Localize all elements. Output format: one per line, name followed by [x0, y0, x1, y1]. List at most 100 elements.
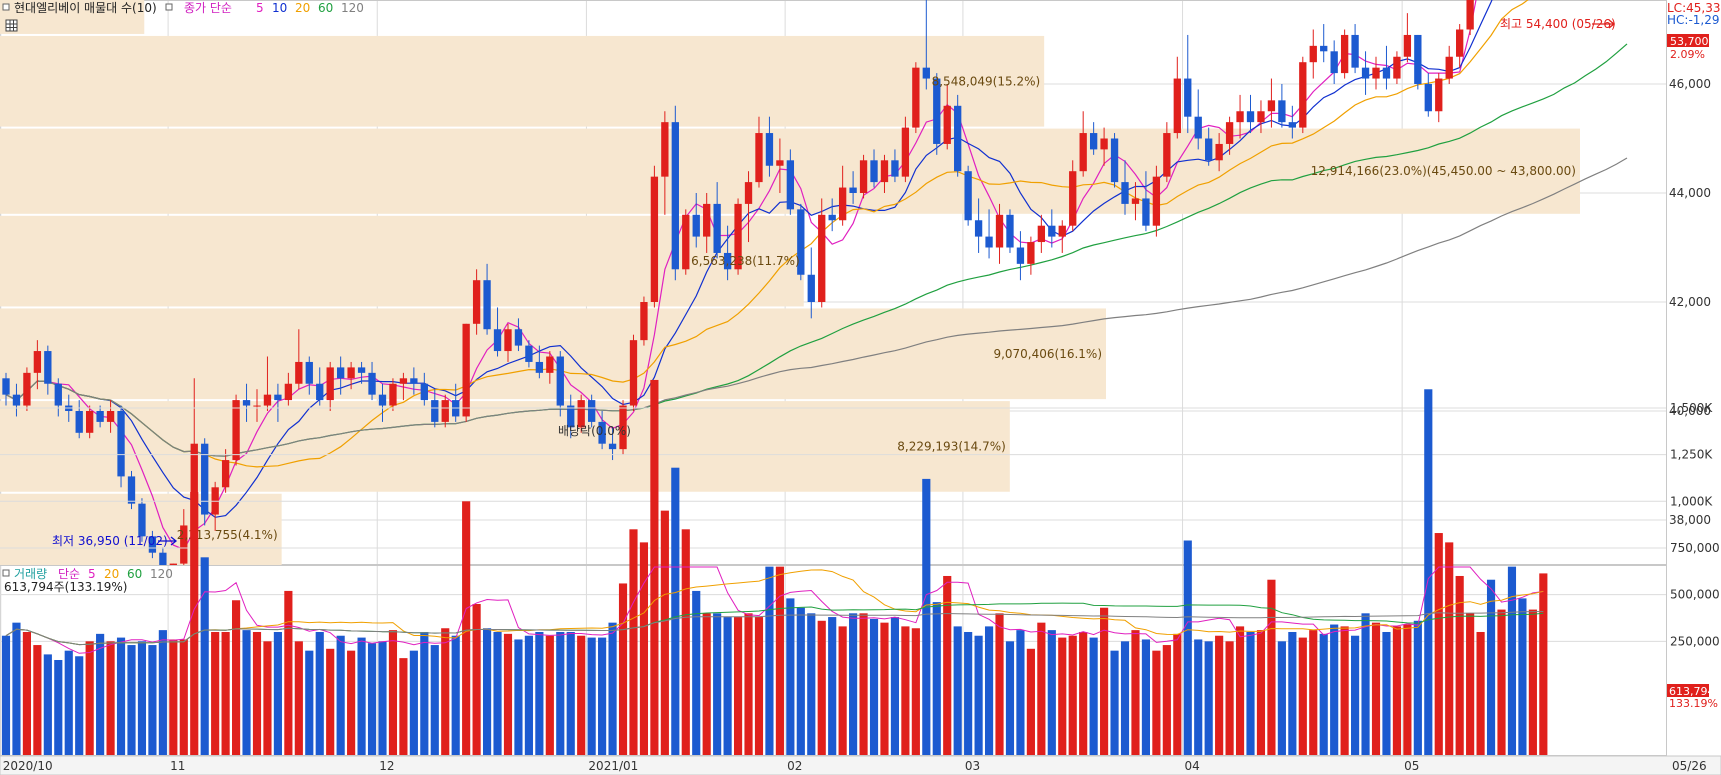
- volume-bar: [880, 622, 889, 755]
- volume-bar: [796, 607, 805, 755]
- candle-body: [1184, 78, 1192, 117]
- volume-bar: [1277, 641, 1286, 755]
- candle-body: [755, 133, 763, 183]
- volume-bar: [148, 645, 157, 755]
- volume-bar: [535, 631, 544, 755]
- candle-body: [12, 394, 21, 406]
- volume-bar: [75, 656, 84, 755]
- volume-bar: [932, 602, 941, 755]
- candle-body: [964, 171, 972, 221]
- volume-bar: [1120, 641, 1130, 755]
- settings-icon[interactable]: [165, 3, 173, 11]
- volume-bar: [169, 639, 178, 755]
- volume-bar: [1507, 566, 1517, 755]
- candle-body: [1424, 84, 1432, 112]
- volume-bar: [629, 529, 638, 755]
- volume-profile-label: 2,313,755(4.1%): [177, 528, 278, 542]
- candle-body: [838, 187, 847, 221]
- price-tick-label: 44,000: [1669, 186, 1711, 200]
- volume-bar: [890, 617, 900, 755]
- volume-bar: [430, 645, 439, 755]
- candle-body: [577, 400, 585, 428]
- candle-body: [1121, 182, 1129, 204]
- candle-body: [556, 356, 564, 406]
- volume-tick-label: 250,000: [1670, 634, 1720, 648]
- volume-bar: [1089, 637, 1098, 755]
- candle-body: [1288, 122, 1297, 128]
- volume-bar: [1068, 635, 1077, 755]
- candle-body: [954, 105, 962, 172]
- volume-panel-menu-icon[interactable]: [2, 569, 10, 577]
- candle-body: [305, 361, 313, 384]
- volume-bar: [817, 620, 826, 755]
- candle-body: [378, 394, 387, 406]
- volume-bar: [127, 645, 136, 755]
- candle-body: [692, 214, 700, 237]
- candle-body: [1163, 133, 1171, 177]
- candle-body: [797, 209, 805, 275]
- candle-body: [849, 187, 857, 193]
- ma-line-120: [5, 157, 1628, 457]
- volume-bar: [1246, 631, 1255, 755]
- candle-body: [1016, 247, 1025, 264]
- candle-body: [734, 203, 742, 270]
- volume-bar: [1079, 631, 1088, 755]
- volume-bar: [786, 598, 795, 755]
- volume-bar: [158, 630, 167, 755]
- candle-body: [1466, 0, 1474, 30]
- candle-body: [943, 105, 951, 144]
- volume-bar: [849, 613, 858, 755]
- volume-bar: [639, 542, 649, 755]
- candle-body: [1393, 56, 1401, 79]
- volume-bar: [1267, 579, 1276, 755]
- candle-body: [525, 345, 533, 362]
- volume-bar: [12, 622, 21, 755]
- current-change-label: 2.09%: [1670, 48, 1705, 61]
- x-axis-bar: [0, 755, 1721, 775]
- volume-bar: [231, 600, 241, 755]
- volume-bar: [587, 637, 596, 755]
- x-axis-label: 12: [379, 759, 394, 773]
- x-axis-end-label: 05/26: [1672, 759, 1707, 773]
- candle-body: [201, 443, 209, 515]
- volume-bar: [137, 641, 147, 755]
- volume-bar: [1309, 630, 1318, 755]
- candle-body: [1435, 78, 1443, 112]
- price-panel-menu-icon[interactable]: [2, 3, 10, 11]
- volume-profile-label: 6,563,238(11.7%): [691, 254, 800, 268]
- volume-bar: [252, 631, 262, 755]
- volume-tick-label: 1,500K: [1670, 401, 1713, 415]
- candle-body: [1267, 100, 1276, 112]
- candle-body: [567, 405, 575, 428]
- candle-body: [1100, 138, 1108, 150]
- candle-body: [399, 378, 408, 384]
- volume-bar: [1486, 579, 1496, 755]
- candle-body: [1037, 225, 1046, 243]
- candle-body: [891, 160, 899, 177]
- volume-profile-bar: [0, 35, 1045, 127]
- volume-bar: [200, 557, 209, 755]
- candle-body: [106, 411, 115, 422]
- candle-body: [1215, 143, 1223, 161]
- candle-body: [723, 252, 732, 270]
- volume-bar: [462, 501, 471, 755]
- volume-bar: [1340, 626, 1349, 755]
- candle-body: [347, 367, 355, 379]
- volume-bar: [577, 635, 586, 755]
- candle-body: [410, 378, 418, 384]
- volume-bar: [1330, 624, 1339, 755]
- volume-bar: [1361, 613, 1370, 755]
- candle-body: [587, 400, 596, 422]
- volume-bar: [388, 630, 398, 755]
- ma-line-20: [5, 0, 1529, 468]
- candle-body: [274, 394, 282, 401]
- volume-bar: [1016, 630, 1025, 755]
- price-tick-label: 40,000: [1669, 404, 1711, 418]
- volume-bar: [618, 583, 628, 755]
- volume-ma-lines: [5, 566, 1544, 654]
- grid-icon[interactable]: [5, 19, 18, 32]
- candle-body: [870, 160, 878, 183]
- low-marker: 최저 36,950 (11/02): [52, 534, 168, 548]
- candle-body: [1309, 45, 1317, 63]
